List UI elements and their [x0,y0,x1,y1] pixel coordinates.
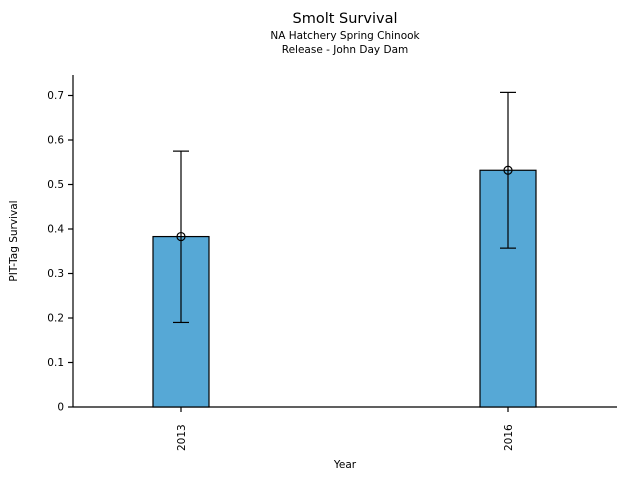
y-tick-label: 0.6 [47,135,64,147]
chart-title: Smolt Survival [292,11,398,27]
y-tick-label: 0.7 [47,90,64,102]
x-axis-title: Year [333,459,357,471]
y-tick-label: 0.1 [47,357,64,369]
point-marker-2013 [176,231,186,242]
y-tick-label: 0.4 [47,224,64,236]
y-tick-label: 0.2 [47,313,64,325]
chart-subtitle-line2: Release - John Day Dam [281,44,409,56]
y-tick-label: 0 [57,402,64,414]
chart-subtitle-line1: NA Hatchery Spring Chinook [270,30,420,42]
chart-header: Smolt Survival NA Hatchery Spring Chinoo… [73,10,617,57]
y-axis-title: PIT-Tag Survival [8,200,20,281]
x-tick-label-2016: 2016 [503,424,515,451]
y-tick-label: 0.5 [47,179,64,191]
x-tick-label-2013: 2013 [176,424,188,451]
y-tick-label: 0.3 [47,268,64,280]
point-marker-2016 [503,165,513,175]
